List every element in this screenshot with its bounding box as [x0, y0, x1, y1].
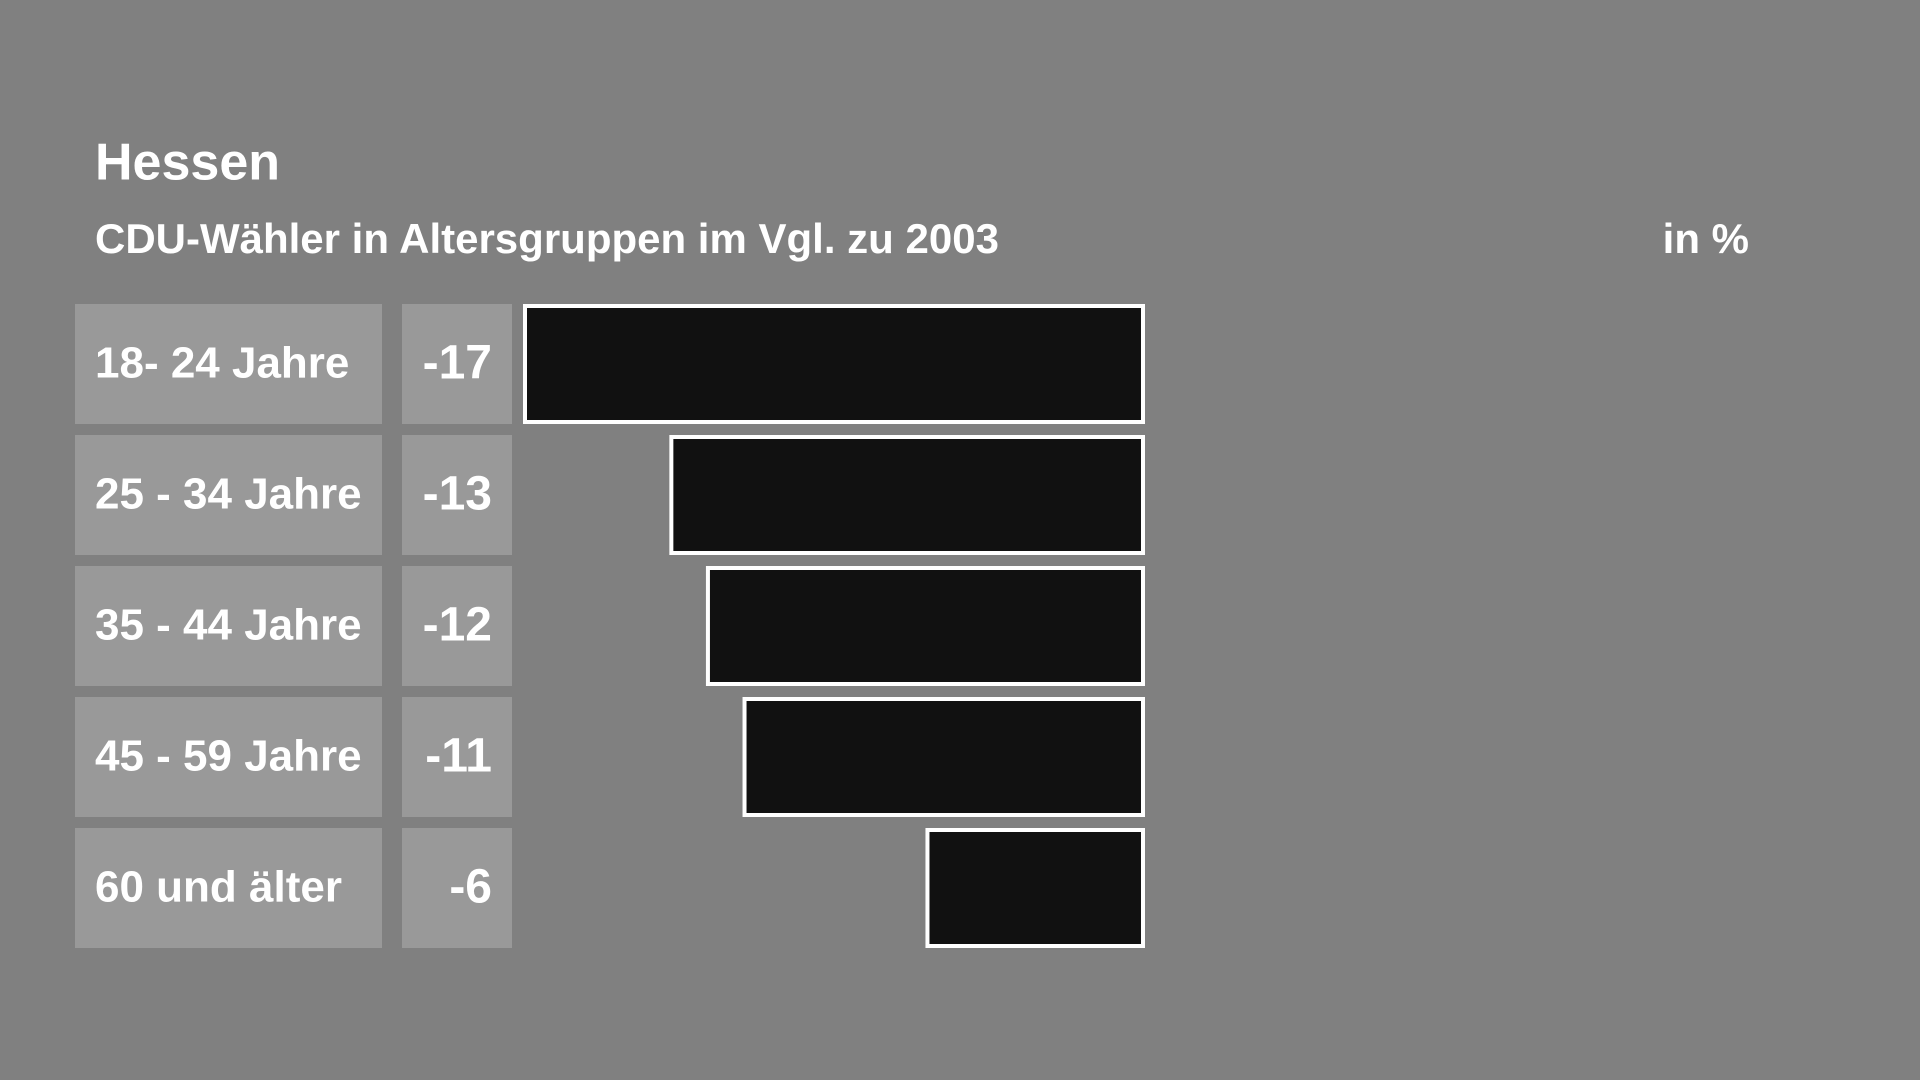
value-label: -17 [423, 337, 492, 390]
category-label: 18- 24 Jahre [95, 339, 349, 388]
bar [742, 697, 1145, 817]
value-box [402, 304, 512, 424]
value-label: -11 [425, 730, 492, 783]
chart-subtitle: CDU-Wähler in Altersgruppen im Vgl. zu 2… [95, 215, 999, 262]
label-box [75, 697, 382, 817]
chart-title: Hessen [95, 134, 280, 192]
category-label: 60 und älter [95, 863, 342, 912]
category-label: 45 - 59 Jahre [95, 732, 362, 781]
bar [669, 435, 1146, 555]
bar [523, 304, 1145, 424]
label-box [75, 304, 382, 424]
value-box [402, 697, 512, 817]
label-box [75, 566, 382, 686]
value-label: -13 [423, 468, 492, 521]
unit-label: in % [1663, 215, 1749, 262]
label-box [75, 828, 382, 948]
label-box [75, 435, 382, 555]
category-label: 25 - 34 Jahre [95, 470, 362, 519]
bar [925, 828, 1145, 948]
value-box [402, 828, 512, 948]
value-label: -12 [423, 599, 492, 652]
value-box [402, 566, 512, 686]
bar [705, 566, 1145, 686]
value-box [402, 435, 512, 555]
category-label: 35 - 44 Jahre [95, 601, 362, 650]
value-label: -6 [449, 861, 492, 914]
